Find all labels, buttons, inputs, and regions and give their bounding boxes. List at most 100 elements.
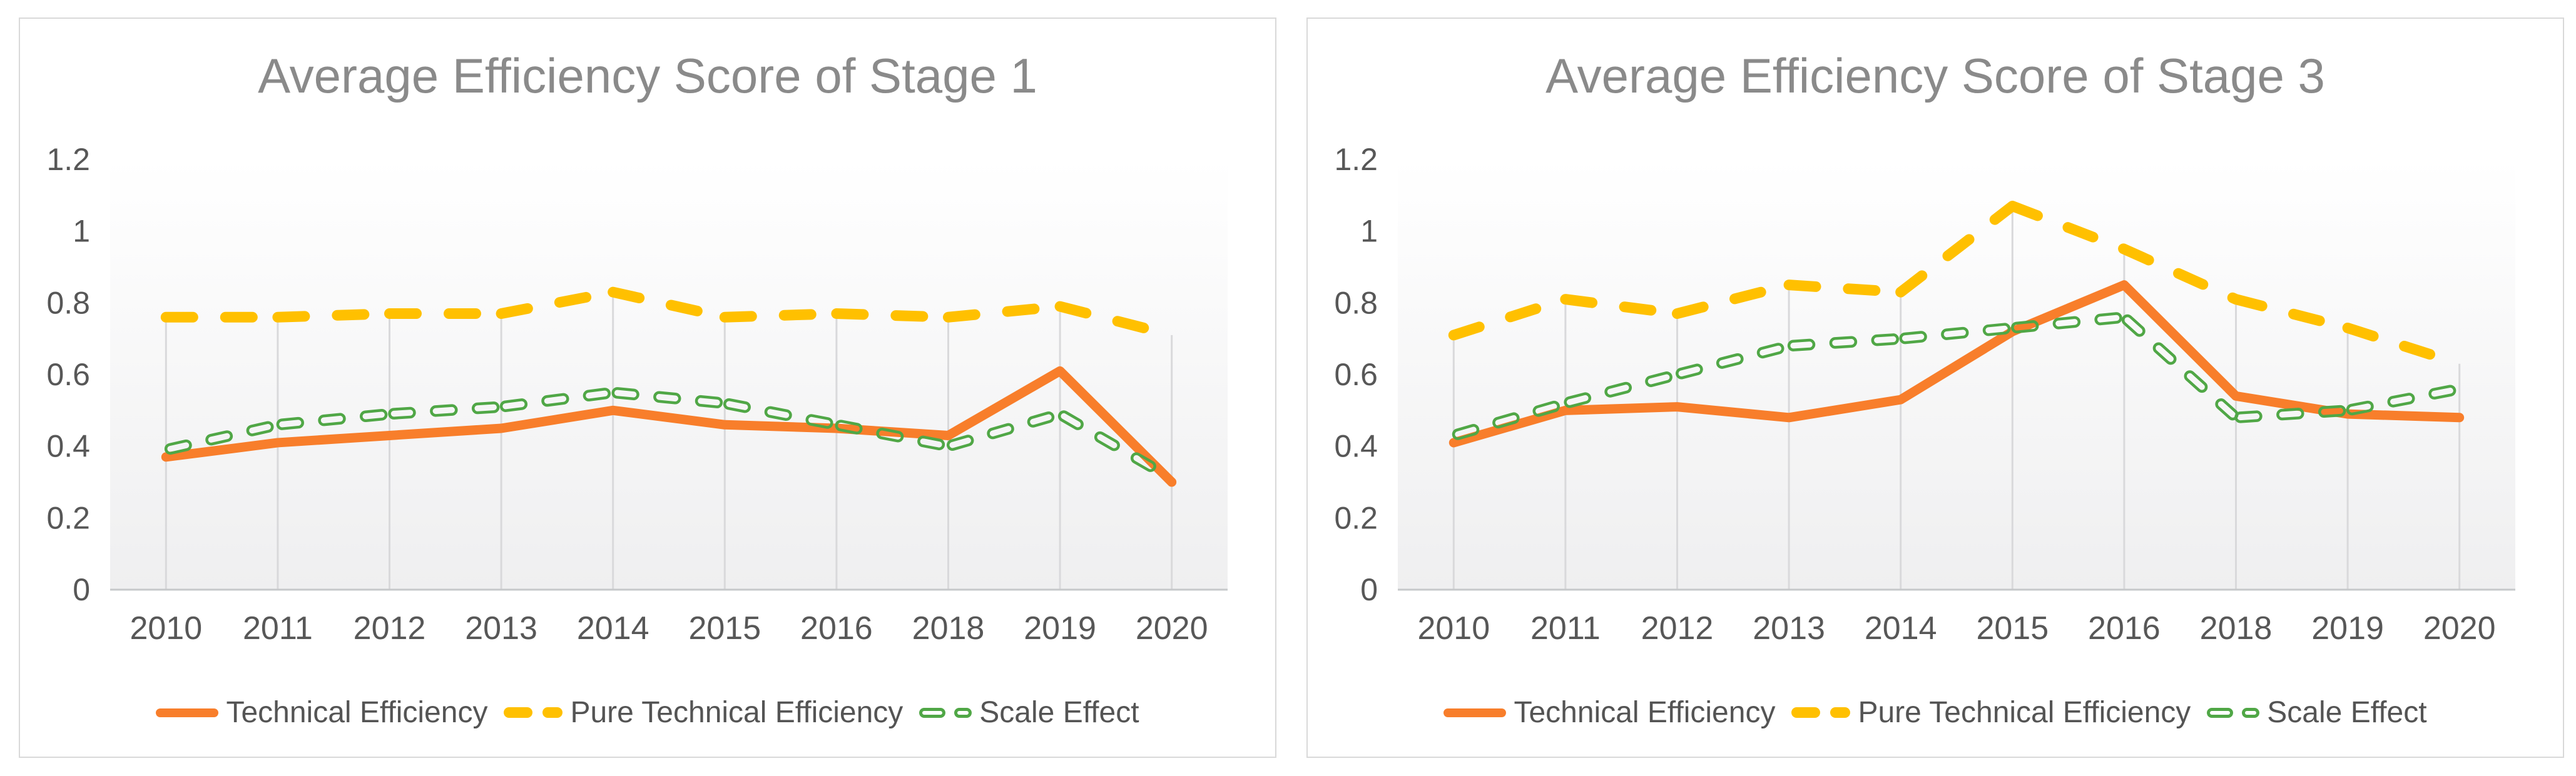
x-tick-label: 2014 [1865,610,1937,647]
x-tick-label: 2018 [2200,610,2273,647]
x-tick-label: 2012 [354,610,426,647]
legend-item-pure-technical-efficiency: Pure Technical Efficiency [504,695,903,730]
x-tick-label: 2010 [130,610,202,647]
y-tick-label: 0.2 [1334,500,1378,535]
series-dash-segment [583,388,611,401]
y-tick-label: 0.4 [1334,429,1378,464]
series-dash-segment [1492,412,1520,429]
series-dash-segment [1941,326,1969,340]
x-tick-label: 2014 [577,610,649,647]
series-dash-segment [835,420,863,435]
series-dash-segment [611,387,639,401]
legend-item-scale-effect: Scale Effect [2207,695,2427,730]
y-tick-label: 0.6 [1334,357,1378,392]
series-dash-segment [1716,353,1744,369]
chart-legend-stage-1: Technical Efficiency Pure Technical Effi… [20,695,1275,730]
y-tick-label: 0.4 [46,429,90,464]
series-dash-segment [946,435,974,451]
y-tick-label: 0.6 [46,357,90,392]
chart-panel-stage-3: Average Efficiency Score of Stage 3 0 0.2… [1306,18,2564,758]
series-dash-segment [1564,392,1592,408]
series-dash-segment [1756,343,1784,359]
series-dash-segment [805,414,833,429]
series-dash-segment [2234,410,2263,423]
x-tick-label: 2015 [688,610,761,647]
x-tick-label: 2011 [1530,610,1601,647]
chart-canvas-stage-1: 0 0.2 0.4 0.6 0.8 1 1.2 2010 2011 2012 2013 2014 201… [46,142,1228,647]
series-dash-segment [1899,331,1927,345]
series-dash-segment [246,421,274,436]
legend-item-scale-effect: Scale Effect [919,695,1139,730]
legend-swatch-hollow-dash-icon [919,707,972,718]
y-tick-label: 0.8 [46,285,90,320]
y-tick-label: 1.2 [46,142,90,177]
x-tick-label: 2019 [2311,610,2384,647]
series-dash-segment [2318,405,2346,418]
series-dash-segment [1057,410,1084,430]
series-line-pure-technical-efficiency [1448,201,2465,370]
y-tick-label: 0 [73,572,90,607]
series-dash-segment [1787,338,1816,351]
series-dash-segment [653,391,681,405]
series-dash-segment [723,398,751,413]
series-line-pure-technical-efficiency [160,286,1178,341]
x-tick-label: 2016 [2088,610,2161,647]
series-dash-segment [276,416,304,430]
series-dash-segment [1027,411,1055,428]
x-tick-label: 2010 [1417,610,1490,647]
series-dash-segment [2052,316,2081,330]
series-dash-segment [2121,314,2146,337]
chart-legend-stage-3: Technical Efficiency Pure Technical Effi… [1308,695,2563,730]
series-line-scale-effect [164,387,1156,472]
series-dash-segment [205,430,233,446]
chart-canvas-stage-3: 0 0.2 0.4 0.6 0.8 1 1.2 2010 2011 2012 2013 2014 201… [1334,142,2515,647]
x-tick-label: 2020 [1136,610,1208,647]
y-tick-label: 1 [1360,214,1378,249]
series-dash-segment [2346,400,2374,416]
plot-area [1398,159,2515,590]
series-dash-segment [430,404,458,417]
series-dash-segment [541,393,569,407]
series-dash-segment [388,406,416,420]
legend-item-technical-efficiency: Technical Efficiency [156,695,487,730]
legend-label-scale-effect: Scale Effect [979,696,1139,729]
x-tick-label: 2020 [2423,610,2496,647]
series-dash-segment [1982,323,2011,336]
chart-title-stage-3: Average Efficiency Score of Stage 3 [1545,48,2325,103]
legend-swatch-solid-line-icon [1443,708,1507,717]
legend-label-technical-efficiency: Technical Efficiency [226,696,488,729]
legend-swatch-dashed-line-icon [1791,707,1851,718]
series-line-technical-efficiency [161,366,1177,487]
series-dash-segment [764,406,792,421]
series-dash-segment [1676,363,1703,380]
series-dash-segment [1871,333,1900,346]
x-tick-label: 2013 [1753,610,1825,647]
series-dash-segment [1130,452,1156,472]
series-dash-segment [2387,393,2415,408]
series-dash-segment [2184,370,2208,393]
series-dash-segment [1452,424,1480,440]
legend-item-pure-technical-efficiency: Pure Technical Efficiency [1791,695,2191,730]
legend-label-technical-efficiency: Technical Efficiency [1514,696,1776,729]
x-tick-label: 2018 [912,610,985,647]
series-line-scale-effect [1452,312,2456,440]
y-tick-label: 0.2 [46,500,90,535]
series-dash-segment [2094,312,2122,326]
series-dash-segment [917,435,945,451]
y-tick-label: 0 [1360,572,1378,607]
series-dash-segment [164,439,192,455]
plot-area [110,159,1228,590]
x-tick-label: 2012 [1641,610,1714,647]
series-dash-segment [987,423,1014,440]
series-dash-segment [1604,381,1632,398]
x-tick-label: 2019 [1024,610,1096,647]
chart-title-stage-1: Average Efficiency Score of Stage 1 [258,48,1037,103]
x-tick-label: 2015 [1976,610,2049,647]
x-tick-label: 2013 [465,610,537,647]
series-dash-segment [1532,400,1560,417]
x-tick-label: 2016 [800,610,873,647]
legend-swatch-solid-line-icon [156,708,219,717]
series-dash-segment [2152,342,2177,365]
series-dash-segment [2276,408,2304,421]
